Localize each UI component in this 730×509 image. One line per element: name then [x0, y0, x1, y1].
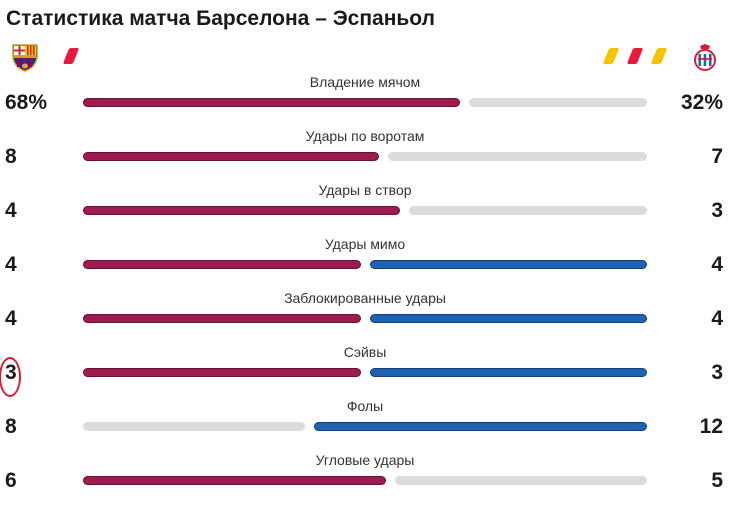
away-stat-bar: [370, 314, 647, 323]
home-stat-value: 6: [5, 469, 17, 492]
stat-label: Удары в створ: [318, 182, 412, 198]
home-stat-bar: [83, 476, 386, 485]
stat-bar-track: [83, 260, 647, 269]
home-stat-value: 8: [5, 145, 17, 168]
stat-bar-track: [83, 422, 647, 431]
stat-label: Удары по воротам: [305, 128, 425, 144]
home-stat-bar: [83, 368, 361, 377]
stat-row: Заблокированные удары 4 4: [0, 290, 730, 344]
stat-bar-track: [83, 152, 647, 161]
away-stat-bar: [370, 260, 647, 269]
home-stat-bar: [83, 98, 460, 107]
stat-row: Угловые удары 6 5: [0, 452, 730, 506]
stat-row: Удары в створ 4 3: [0, 182, 730, 236]
stat-label: Удары мимо: [324, 236, 406, 252]
home-stat-bar: [83, 314, 361, 323]
away-stat-bar: [395, 476, 647, 485]
stat-row: Удары мимо 4 4: [0, 236, 730, 290]
away-stat-value: 3: [711, 199, 723, 222]
red-card-icon: [62, 48, 80, 64]
stat-bar-track: [83, 476, 647, 485]
stat-label: Угловые удары: [315, 452, 415, 468]
away-stat-value: 4: [711, 253, 723, 276]
away-stat-value: 4: [711, 307, 723, 330]
home-stat-value: 4: [5, 307, 17, 330]
away-stat-bar: [314, 422, 647, 431]
red-card-icon: [626, 48, 644, 64]
away-stat-bar: [370, 368, 647, 377]
page-title: Статистика матча Барселона – Эспаньол: [6, 7, 435, 30]
away-stat-value: 32%: [680, 91, 723, 114]
away-stat-bar: [388, 152, 647, 161]
espanyol-crest-icon: [694, 44, 716, 71]
stat-row: Сэйвы 3 3: [0, 344, 730, 398]
stat-label: Фолы: [346, 398, 384, 414]
home-stat-bar: [83, 422, 305, 431]
home-stat-bar: [83, 152, 379, 161]
away-stat-bar: [469, 98, 647, 107]
stat-label: Сэйвы: [343, 344, 387, 360]
stat-label: Владение мячом: [309, 74, 421, 90]
home-stat-value: 68%: [5, 91, 48, 114]
stat-bar-track: [83, 206, 647, 215]
away-stat-value: 12: [699, 415, 723, 438]
stat-row: Владение мячом 68% 32%: [0, 74, 730, 128]
home-stat-value: 4: [5, 253, 17, 276]
stat-label: Заблокированные удары: [284, 290, 446, 306]
away-stat-bar: [409, 206, 647, 215]
away-stat-value: 7: [711, 145, 723, 168]
away-stat-value: 5: [711, 469, 723, 492]
highlight-circle: [0, 357, 21, 397]
stat-bar-track: [83, 314, 647, 323]
stat-bar-track: [83, 98, 647, 107]
stat-row: Фолы 8 12: [0, 398, 730, 452]
home-stat-bar: [83, 206, 400, 215]
barcelona-crest-icon: [12, 44, 38, 72]
stat-bar-track: [83, 368, 647, 377]
home-stat-value: 4: [5, 199, 17, 222]
yellow-card-icon: [602, 48, 620, 64]
away-stat-value: 3: [711, 361, 723, 384]
yellow-card-icon: [650, 48, 668, 64]
home-stat-value: 8: [5, 415, 17, 438]
home-stat-bar: [83, 260, 361, 269]
stat-row: Удары по воротам 8 7: [0, 128, 730, 182]
